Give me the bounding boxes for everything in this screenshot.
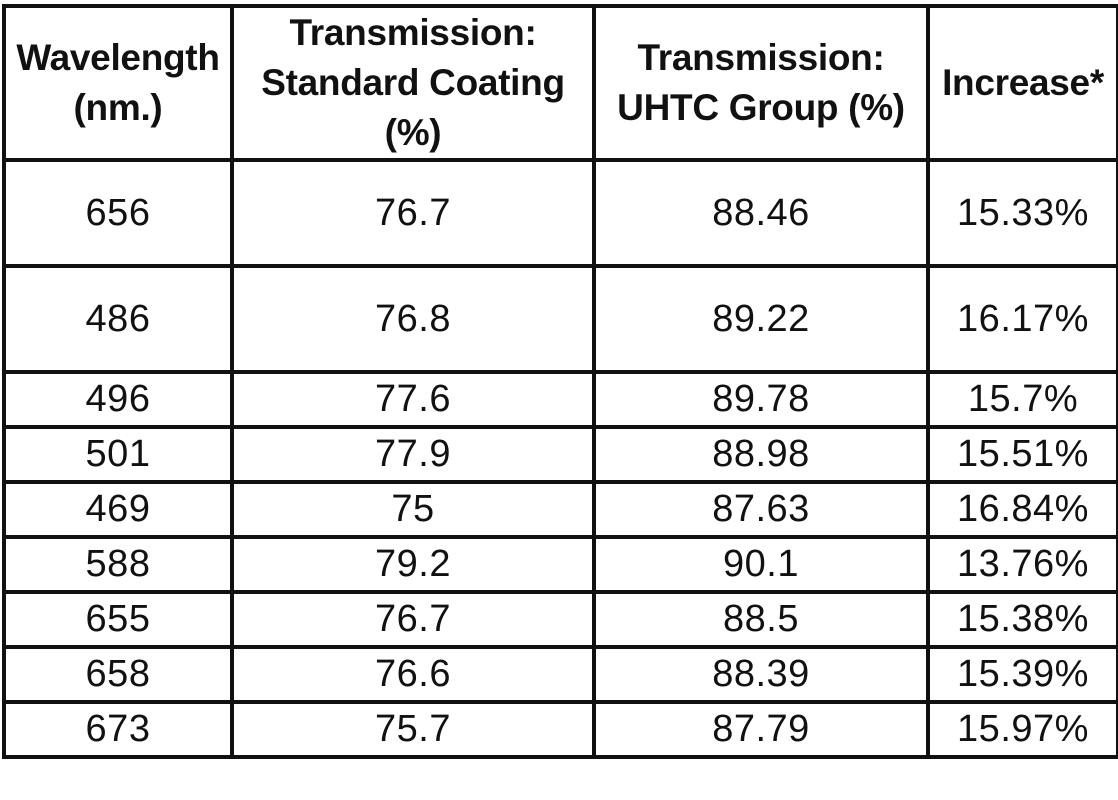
table-row: 501 77.9 88.98 15.51% <box>6 429 1118 484</box>
cell-increase: 13.76% <box>930 539 1118 594</box>
cell-uhtc: 89.78 <box>596 374 930 429</box>
cell-increase: 15.38% <box>930 594 1118 649</box>
cell-wavelength: 588 <box>6 539 234 594</box>
cell-standard: 76.7 <box>234 594 596 649</box>
table-row: 496 77.6 89.78 15.7% <box>6 374 1118 429</box>
table-row: 486 76.8 89.22 16.17% <box>6 268 1118 374</box>
cell-wavelength: 501 <box>6 429 234 484</box>
transmission-table: Wavelength (nm.) Transmission: Standard … <box>2 4 1118 759</box>
cell-uhtc: 87.79 <box>596 704 930 759</box>
cell-uhtc: 88.39 <box>596 649 930 704</box>
cell-wavelength: 656 <box>6 162 234 268</box>
table-row: 656 76.7 88.46 15.33% <box>6 162 1118 268</box>
table-row: 655 76.7 88.5 15.38% <box>6 594 1118 649</box>
table-row: 673 75.7 87.79 15.97% <box>6 704 1118 759</box>
cell-uhtc: 88.5 <box>596 594 930 649</box>
header-standard-coating: Transmission: Standard Coating (%) <box>234 8 596 162</box>
cell-wavelength: 469 <box>6 484 234 539</box>
cell-uhtc: 89.22 <box>596 268 930 374</box>
cell-increase: 16.84% <box>930 484 1118 539</box>
table-row: 588 79.2 90.1 13.76% <box>6 539 1118 594</box>
cell-uhtc: 90.1 <box>596 539 930 594</box>
cell-standard: 76.6 <box>234 649 596 704</box>
cell-increase: 15.97% <box>930 704 1118 759</box>
cell-standard: 76.7 <box>234 162 596 268</box>
cell-uhtc: 87.63 <box>596 484 930 539</box>
cell-standard: 76.8 <box>234 268 596 374</box>
cell-wavelength: 486 <box>6 268 234 374</box>
cell-wavelength: 496 <box>6 374 234 429</box>
header-row: Wavelength (nm.) Transmission: Standard … <box>6 8 1118 162</box>
cell-increase: 16.17% <box>930 268 1118 374</box>
cell-increase: 15.7% <box>930 374 1118 429</box>
cell-increase: 15.33% <box>930 162 1118 268</box>
cell-uhtc: 88.46 <box>596 162 930 268</box>
cell-increase: 15.51% <box>930 429 1118 484</box>
header-increase: Increase* <box>930 8 1118 162</box>
table-row: 658 76.6 88.39 15.39% <box>6 649 1118 704</box>
cell-wavelength: 658 <box>6 649 234 704</box>
cell-standard: 77.6 <box>234 374 596 429</box>
cell-wavelength: 673 <box>6 704 234 759</box>
header-wavelength: Wavelength (nm.) <box>6 8 234 162</box>
cell-uhtc: 88.98 <box>596 429 930 484</box>
table-row: 469 75 87.63 16.84% <box>6 484 1118 539</box>
cell-standard: 75.7 <box>234 704 596 759</box>
cell-standard: 75 <box>234 484 596 539</box>
cell-standard: 77.9 <box>234 429 596 484</box>
header-uhtc-group: Transmission: UHTC Group (%) <box>596 8 930 162</box>
cell-increase: 15.39% <box>930 649 1118 704</box>
cell-standard: 79.2 <box>234 539 596 594</box>
cell-wavelength: 655 <box>6 594 234 649</box>
